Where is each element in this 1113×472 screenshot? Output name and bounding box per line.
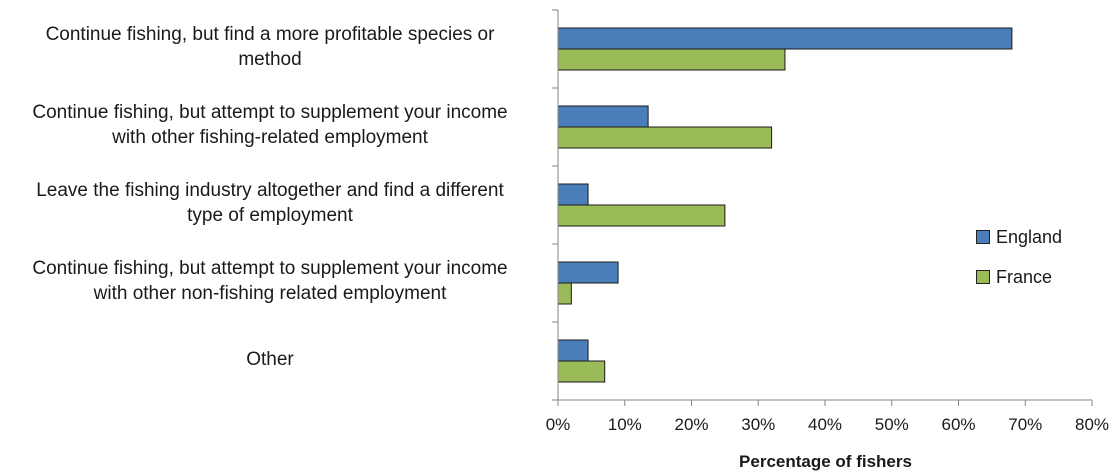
category-label-line: with other non-fishing related employmen…: [93, 283, 447, 304]
x-axis-label: Percentage of fishers: [739, 452, 912, 471]
bars-group: [557, 27, 1013, 383]
legend-item-france: France: [976, 267, 1062, 287]
bar-england-4: [557, 339, 589, 362]
axes-group: [552, 9, 1093, 406]
bar-england-2: [557, 183, 589, 206]
category-label: Other: [0, 347, 540, 372]
category-label-line: Continue fishing, but find a more profit…: [45, 24, 495, 45]
legend: England France: [976, 227, 1062, 307]
bar-france-3: [557, 282, 572, 305]
bar-england-3: [557, 261, 619, 284]
legend-label-england: England: [996, 226, 1063, 247]
category-label-line: Other: [246, 348, 294, 370]
x-tick-label: 30%: [741, 415, 775, 434]
legend-label-france: France: [996, 266, 1053, 287]
category-label-line: type of employment: [187, 205, 353, 226]
bar-england-1: [557, 105, 649, 128]
legend-swatch-england: [976, 230, 990, 244]
x-tick-label: 60%: [941, 415, 975, 434]
category-label: Continue fishing, but find a more profit…: [0, 22, 540, 72]
bar-france-4: [557, 360, 606, 383]
category-label: Continue fishing, but attempt to supplem…: [0, 100, 540, 150]
category-label-line: method: [238, 49, 302, 70]
bar-france-0: [557, 48, 786, 71]
x-tick-label: 20%: [674, 415, 708, 434]
bar-france-1: [557, 126, 773, 149]
x-tick-label: 70%: [1008, 415, 1042, 434]
legend-swatch-france: [976, 270, 990, 284]
x-tick-label: 80%: [1075, 415, 1109, 434]
category-label-line: with other fishing-related employment: [112, 127, 428, 148]
category-label-line: Continue fishing, but attempt to supplem…: [32, 258, 508, 279]
x-tick-label: 0%: [546, 415, 571, 434]
x-tick-label: 40%: [808, 415, 842, 434]
category-label-line: Leave the fishing industry altogether an…: [36, 180, 504, 201]
x-tick-label: 10%: [608, 415, 642, 434]
x-tick-label: 50%: [875, 415, 909, 434]
x-tick-labels: 0% 10% 20% 30% 40% 50% 60% 70% 80%: [546, 415, 1109, 434]
category-label: Leave the fishing industry altogether an…: [0, 178, 540, 228]
category-label-line: Continue fishing, but attempt to supplem…: [32, 102, 508, 123]
category-label: Continue fishing, but attempt to supplem…: [0, 256, 540, 306]
bar-france-2: [557, 204, 726, 227]
bar-england-0: [557, 27, 1013, 50]
legend-item-england: England: [976, 227, 1062, 247]
